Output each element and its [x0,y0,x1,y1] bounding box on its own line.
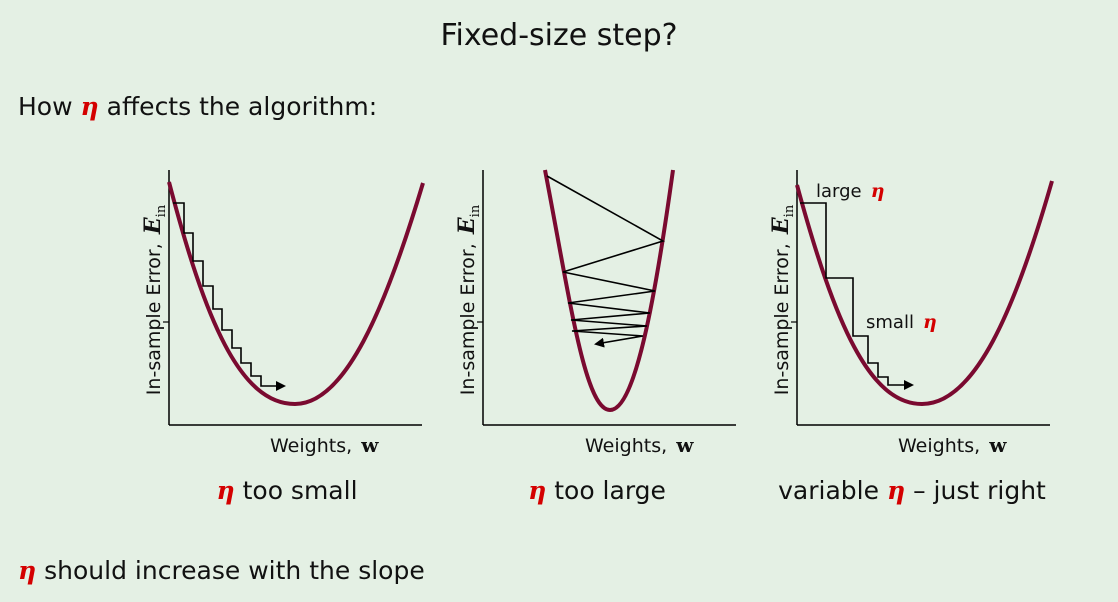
intro-prefix: How [18,92,73,121]
slide-title: Fixed-size step? [440,18,678,53]
svg-text:In-sample Error, Ein: In-sample Error, Ein [768,204,797,395]
panel-just-right: large η small η In-sample Error, Ein Wei… [768,170,1054,457]
footer-text: should increase with the slope [44,556,425,585]
x-axis-label: Weights, w [898,433,1007,457]
error-curve [167,181,425,407]
eta-symbol: η [80,92,99,121]
footer-line: η should increase with the slope [18,556,425,585]
annotation-large-eta: large η [816,180,885,202]
x-axis-label: Weights, w [585,433,694,457]
eta-symbol: η [886,476,906,505]
caption-prefix: variable [778,476,879,505]
y-axis-label: In-sample Error, Ein [140,204,169,395]
eta-symbol: η [528,476,547,505]
error-curve [795,180,1054,407]
caption-just-right: variable η – just right [762,476,1062,505]
caption-too-small: η too small [137,476,437,505]
eta-symbol: η [216,476,235,505]
oscillating-steps [546,175,666,348]
svg-text:In-sample Error, Ein: In-sample Error, Ein [454,204,483,395]
panel-too-small: In-sample Error, Ein Weights, w [140,170,425,457]
x-axis-label: Weights, w [270,433,379,457]
intro-line: How η affects the algorithm: [18,92,377,121]
panel-too-large: In-sample Error, Ein Weights, w [454,169,736,457]
caption-too-large: η too large [447,476,747,505]
eta-symbol: η [18,556,37,585]
variable-steps [800,202,914,390]
intro-suffix: affects the algorithm: [106,92,378,121]
small-steps [173,202,286,391]
annotation-small-eta: small η [866,311,937,333]
error-curve [543,169,675,413]
svg-text:In-sample Error, Ein: In-sample Error, Ein [140,204,169,395]
caption-text: – just right [913,476,1046,505]
caption-text: too large [554,476,666,505]
y-axis-label: In-sample Error, Ein [768,204,797,395]
y-axis-label: In-sample Error, Ein [454,204,483,395]
caption-text: too small [242,476,358,505]
